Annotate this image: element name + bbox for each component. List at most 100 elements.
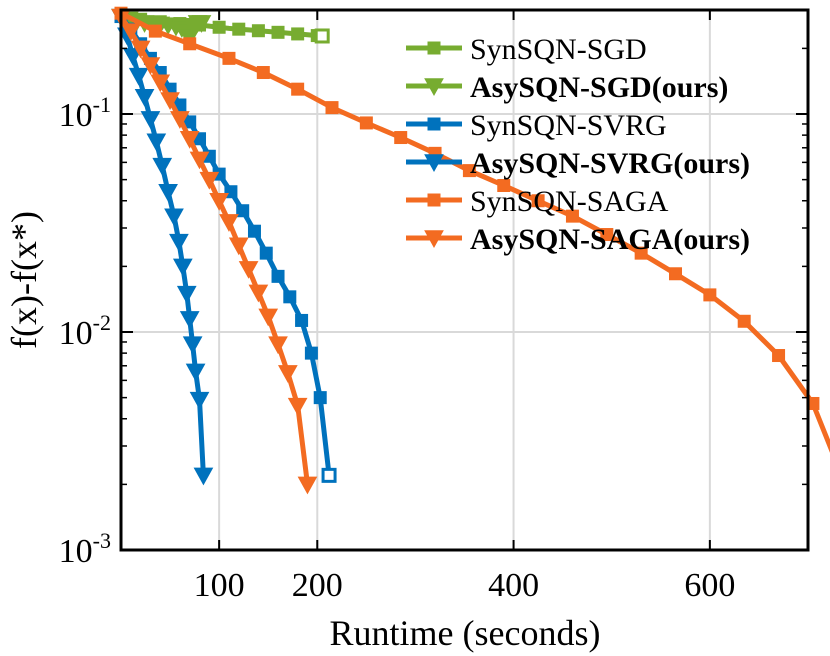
data-point: [150, 74, 171, 93]
plot-frame: [119, 8, 810, 552]
data-point: [737, 314, 751, 328]
series-line: [119, 10, 830, 453]
y-tick-base: 10: [59, 315, 93, 352]
data-point: [258, 308, 279, 327]
data-point: [291, 82, 305, 96]
data-point: [160, 92, 180, 110]
legend-marker: [427, 41, 441, 55]
data-point: [148, 24, 162, 38]
y-tick-label: 10-3: [59, 528, 111, 570]
data-point: [291, 27, 305, 41]
data-point: [248, 284, 269, 303]
data-point: [179, 131, 200, 149]
data-point: [703, 288, 717, 302]
data-point: [531, 194, 545, 208]
data-point: [462, 164, 476, 178]
legend-label: SynSQN-SVRG: [470, 109, 667, 142]
legend-marker: [427, 117, 441, 131]
data-point: [222, 51, 236, 65]
data-point: [600, 228, 614, 242]
data-point: [128, 67, 149, 86]
data-point: [497, 178, 511, 192]
series-line: [118, 15, 310, 485]
data-point: [256, 66, 270, 80]
data-point: [183, 37, 197, 51]
legend-label: AsySQN-SAGA(ours): [470, 223, 750, 256]
series-2: [114, 10, 337, 483]
data-point: [164, 208, 184, 227]
data-point: [169, 233, 189, 252]
data-point: [152, 157, 173, 176]
legend-label: SynSQN-SGD: [470, 33, 647, 66]
data-point: [193, 467, 214, 486]
data-point: [669, 267, 683, 281]
data-point: [236, 204, 250, 218]
data-point: [313, 391, 327, 405]
data-point: [179, 311, 200, 329]
data-point: [565, 209, 579, 223]
data-point: [394, 131, 408, 145]
data-point: [140, 57, 161, 75]
data-point: [304, 346, 318, 360]
legend-marker: [424, 230, 444, 249]
data-point: [321, 467, 337, 483]
legend-marker: [427, 193, 441, 207]
data-point: [146, 133, 167, 152]
data-point: [140, 111, 161, 129]
legend-entry: AsySQN-SGD(ours): [406, 71, 728, 104]
data-point: [130, 40, 151, 59]
data-point: [259, 246, 273, 260]
data-point: [277, 365, 298, 383]
y-axis-label: f(x)-f(x*): [4, 211, 44, 349]
data-point: [158, 184, 178, 202]
data-point: [359, 116, 373, 130]
data-point: [297, 476, 318, 495]
data-point: [268, 336, 288, 355]
legend-marker: [424, 78, 444, 97]
data-point: [271, 25, 285, 39]
data-point: [199, 171, 220, 190]
data-point: [185, 363, 206, 382]
data-point: [209, 193, 229, 211]
data-point: [295, 313, 309, 327]
data-point: [191, 15, 212, 33]
data-point: [120, 23, 141, 42]
data-point: [247, 224, 261, 238]
data-point: [271, 269, 285, 283]
data-point: [182, 336, 203, 355]
x-tick-label: 200: [292, 567, 343, 604]
legend-marker: [424, 154, 444, 173]
data-point: [228, 237, 249, 256]
data-point: [238, 261, 259, 279]
data-point: [772, 349, 786, 363]
data-point: [134, 89, 155, 107]
data-point: [189, 391, 210, 410]
x-axis-label: Runtime (seconds): [330, 613, 601, 653]
x-tick-label: 600: [684, 567, 735, 604]
legend-label: AsySQN-SGD(ours): [470, 71, 728, 104]
data-point: [122, 48, 143, 66]
y-tick-base: 10: [59, 97, 93, 134]
data-point: [212, 20, 226, 34]
x-tick-label: 100: [194, 567, 245, 604]
data-point: [176, 285, 197, 304]
data-point: [287, 397, 308, 416]
data-point: [170, 111, 190, 129]
legend-entry: AsySQN-SVRG(ours): [406, 147, 750, 180]
y-tick-exponent: -3: [93, 528, 111, 553]
y-tick-label: 10-2: [59, 310, 111, 352]
legend-label: AsySQN-SVRG(ours): [470, 147, 750, 180]
y-tick-label: 10-1: [59, 92, 111, 134]
y-tick-base: 10: [59, 533, 93, 570]
series-5: [111, 8, 318, 495]
data-point: [634, 246, 648, 260]
data-point: [232, 22, 246, 36]
legend-entry: SynSQN-SGD: [406, 33, 647, 66]
data-point: [219, 214, 239, 232]
data-point: [283, 290, 297, 304]
data-point: [251, 24, 265, 38]
y-tick-exponent: -2: [93, 310, 111, 335]
data-point: [172, 258, 193, 277]
